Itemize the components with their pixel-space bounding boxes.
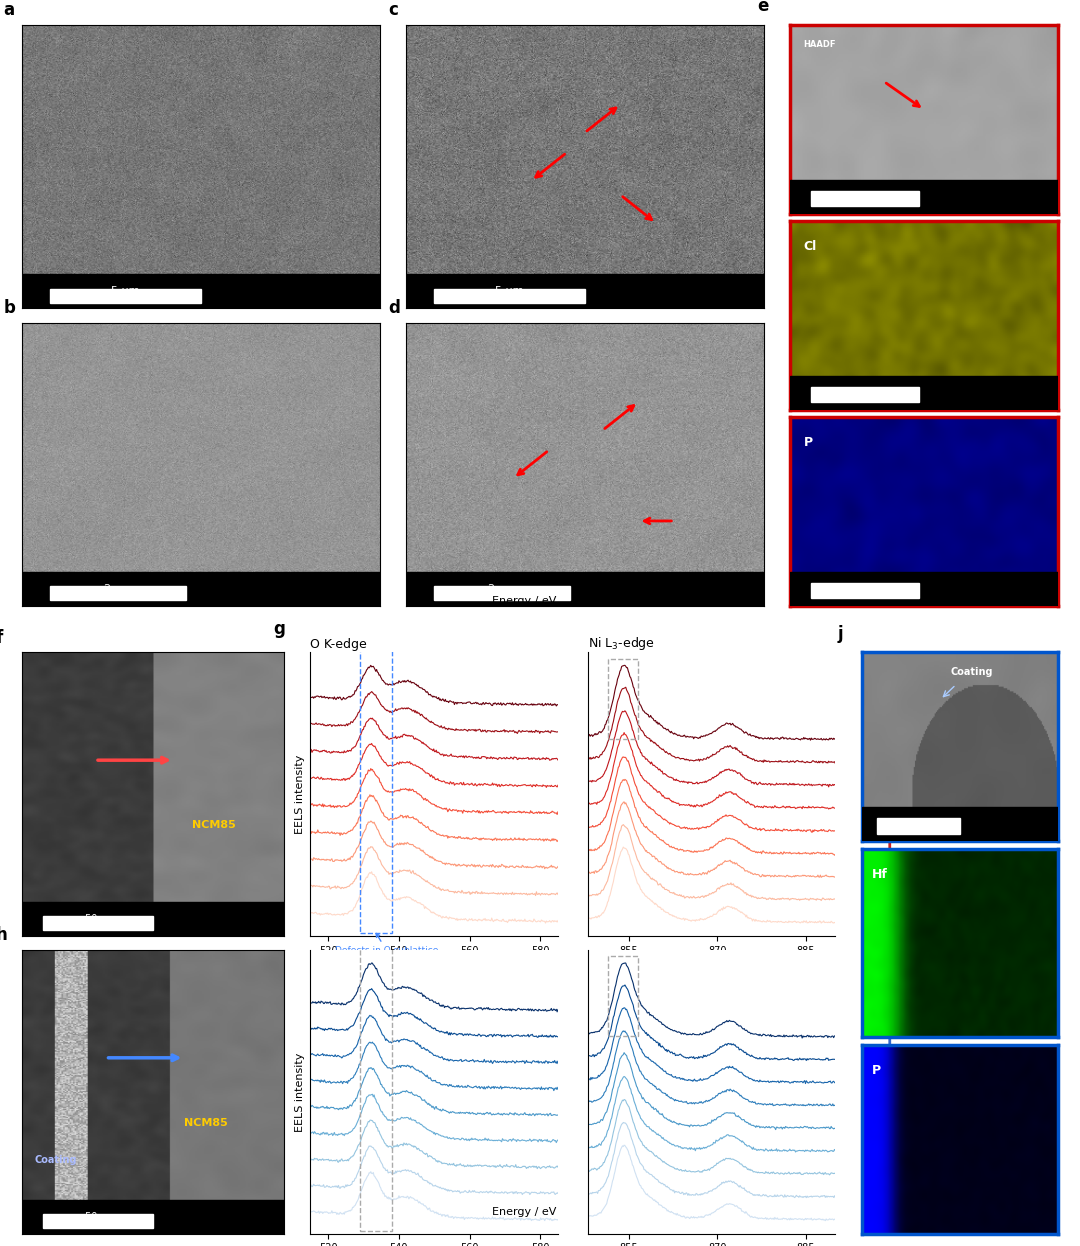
Text: 2 μm: 2 μm	[488, 584, 516, 594]
Text: e: e	[758, 0, 769, 15]
Text: O K-edge: O K-edge	[310, 638, 367, 652]
Bar	[608, 956, 638, 1037]
Text: P: P	[872, 1064, 880, 1077]
Bar	[51, 586, 186, 601]
Bar	[360, 612, 392, 933]
Bar	[789, 376, 1058, 410]
Text: 40 nm: 40 nm	[905, 670, 933, 679]
Bar	[434, 586, 570, 601]
Text: i: i	[273, 918, 279, 936]
Bar	[22, 902, 284, 936]
Bar	[406, 274, 764, 308]
Text: Defects in O sublattice: Defects in O sublattice	[335, 933, 438, 956]
Bar	[811, 388, 919, 402]
Y-axis label: EELS intensity: EELS intensity	[295, 755, 305, 834]
Bar	[22, 274, 379, 308]
Bar	[22, 572, 379, 606]
Text: j: j	[838, 625, 843, 643]
Text: 2 μm: 2 μm	[104, 584, 133, 594]
Text: 200 nm: 200 nm	[849, 192, 881, 201]
Text: Ni L$_3$-edge: Ni L$_3$-edge	[588, 635, 654, 653]
Text: 50 nm: 50 nm	[84, 913, 116, 925]
Text: P: P	[804, 436, 812, 450]
Text: 20 nm: 20 nm	[905, 1053, 933, 1063]
Text: d: d	[388, 299, 400, 316]
Text: Cl: Cl	[804, 240, 816, 253]
Text: h: h	[0, 927, 8, 944]
Text: 20 nm: 20 nm	[905, 755, 933, 765]
Text: HAADF: HAADF	[804, 40, 836, 49]
Text: 0 nm: 0 nm	[905, 908, 928, 918]
Text: c: c	[388, 1, 397, 19]
Bar	[406, 572, 764, 606]
Text: Hf: Hf	[872, 867, 888, 881]
Bar	[789, 572, 1058, 606]
Text: b: b	[3, 299, 15, 316]
Bar	[877, 819, 960, 834]
Text: NCM85: NCM85	[192, 820, 235, 830]
Bar	[51, 289, 201, 303]
Text: 10 nm: 10 nm	[905, 1121, 933, 1130]
Text: Energy / eV: Energy / eV	[491, 1207, 556, 1217]
Text: NCM85: NCM85	[185, 1118, 228, 1128]
Bar	[811, 191, 919, 206]
Bar	[42, 1214, 153, 1227]
Bar	[811, 583, 919, 598]
Bar	[608, 659, 638, 739]
Text: f: f	[0, 629, 2, 647]
Bar	[22, 1200, 284, 1234]
Text: 50 nm: 50 nm	[84, 1211, 116, 1221]
Bar	[789, 179, 1058, 213]
Text: 5 μm: 5 μm	[111, 287, 139, 297]
Text: 100 nm: 100 nm	[903, 820, 934, 829]
Text: g: g	[273, 621, 285, 638]
Y-axis label: EELS intensity: EELS intensity	[295, 1052, 305, 1131]
Bar	[434, 289, 584, 303]
Bar	[862, 807, 1058, 841]
Text: 200 nm: 200 nm	[849, 389, 881, 397]
Text: 5 μm: 5 μm	[496, 287, 524, 297]
Bar	[360, 921, 392, 1231]
Text: Coating: Coating	[950, 667, 993, 677]
Text: 0 nm: 0 nm	[905, 1206, 928, 1215]
Text: 40 nm: 40 nm	[905, 968, 933, 977]
Text: a: a	[3, 1, 15, 19]
Text: Energy / eV: Energy / eV	[491, 597, 556, 607]
Text: 10 nm: 10 nm	[905, 824, 933, 832]
Bar	[42, 916, 153, 931]
Text: Coating: Coating	[35, 1155, 78, 1165]
Text: 200 nm: 200 nm	[849, 584, 881, 593]
